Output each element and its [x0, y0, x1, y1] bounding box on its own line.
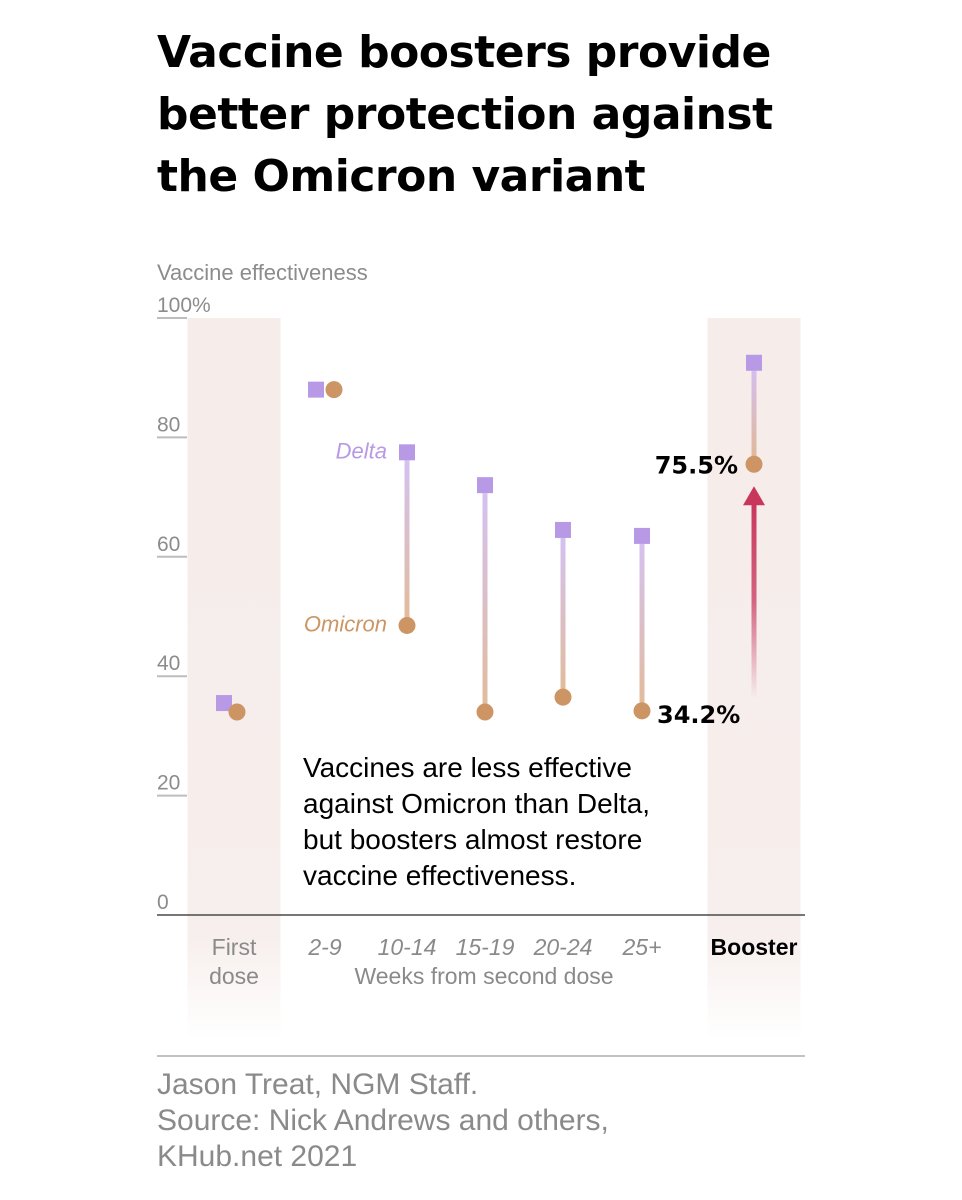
x-tick-label: 15-19: [456, 934, 515, 960]
source-credit: Jason Treat, NGM Staff. Source: Nick And…: [157, 1067, 857, 1175]
x-tick-label: 25+: [621, 934, 661, 960]
y-tick-label: 0: [157, 891, 169, 914]
delta-point: [216, 695, 232, 712]
series-label-omicron: Omicron: [304, 611, 387, 636]
credit-line-1: Jason Treat, NGM Staff.: [157, 1068, 479, 1101]
dumbbell-stem: [639, 543, 645, 703]
footer-divider: [157, 1055, 805, 1057]
dumbbell-stem: [482, 493, 488, 705]
title-line-2: better protection against: [157, 89, 773, 140]
x-tick-label: 20-24: [533, 934, 593, 960]
annotation-line: Vaccines are less effective: [303, 752, 632, 783]
x-tick-label: Booster: [711, 934, 798, 960]
omicron-point: [325, 381, 343, 399]
delta-point: [746, 354, 762, 371]
credit-line-2: Source: Nick Andrews and others,: [157, 1104, 609, 1137]
x-tick-label: 2-9: [307, 934, 341, 960]
x-tick-label: First: [212, 934, 257, 960]
omicron-point: [554, 688, 572, 706]
annotation-line: against Omicron than Delta,: [303, 788, 650, 819]
value-label-booster: 75.5%: [655, 451, 738, 479]
chart-svg: 100% 80 60 40 20 0 Vaccine effectiveness Delta…: [157, 260, 805, 1040]
omicron-point: [398, 616, 416, 634]
booster-arrow-group: [743, 486, 765, 699]
y-tick-label: 100%: [157, 294, 211, 317]
chart-labels: Delta Omicron 75.5% 34.2% Vaccines are less …: [303, 438, 740, 891]
booster-arrow-head: [743, 486, 765, 506]
data-marks: [216, 354, 763, 721]
highlight-band: [187, 318, 281, 1040]
omicron-point: [745, 455, 763, 473]
dumbbell-stems: [404, 370, 757, 705]
dumbbell-stem: [751, 370, 757, 457]
series-label-delta: Delta: [336, 438, 387, 463]
dumbbell-stem: [560, 537, 566, 690]
y-tick-label: 60: [157, 533, 180, 556]
x-tick-label: dose: [209, 963, 259, 989]
title-line-1: Vaccine boosters provide: [157, 27, 771, 78]
delta-point: [555, 521, 571, 538]
x-tick-label: 10-14: [378, 934, 437, 960]
booster-arrow-shaft: [751, 502, 757, 699]
y-tick-label: 80: [157, 413, 180, 436]
value-label-25plus: 34.2%: [657, 701, 740, 729]
x-axis-title: Weeks from second dose: [354, 963, 613, 989]
y-axis: 100% 80 60 40 20 0 Vaccine effectiveness: [157, 260, 368, 914]
delta-point: [308, 381, 324, 398]
chart-title: Vaccine boosters provide better protecti…: [157, 22, 857, 208]
delta-point: [477, 477, 493, 494]
annotation-line: but boosters almost restore: [303, 824, 642, 855]
dumbbell-stem: [404, 460, 410, 618]
y-tick-label: 40: [157, 652, 180, 675]
credit-line-3: KHub.net 2021: [157, 1140, 358, 1173]
y-axis-title: Vaccine effectiveness: [157, 260, 368, 285]
omicron-point: [228, 703, 246, 721]
delta-point: [634, 527, 650, 544]
delta-point: [399, 444, 415, 461]
highlight-bands: [187, 318, 801, 1040]
omicron-point: [633, 702, 651, 720]
title-line-3: the Omicron variant: [157, 151, 646, 202]
y-tick-label: 20: [157, 772, 180, 795]
omicron-point: [476, 703, 494, 721]
annotation-line: vaccine effectiveness.: [303, 860, 576, 891]
x-axis: First dose 2-9 10-14 15-19 20-24 25+ Booster Wee…: [157, 914, 805, 989]
